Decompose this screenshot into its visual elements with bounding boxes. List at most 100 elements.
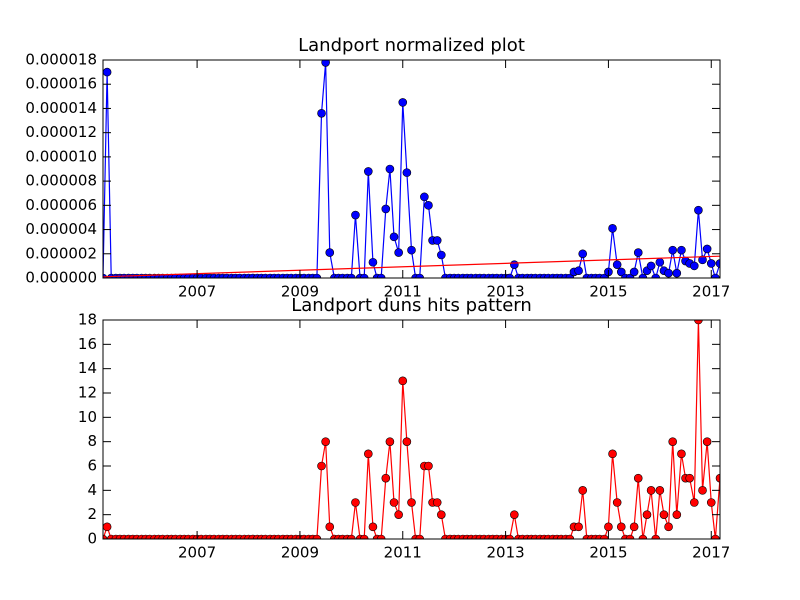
data-point	[402, 168, 412, 177]
data-point	[625, 534, 635, 539]
x-tick-label: 2011	[384, 544, 422, 562]
data-point	[381, 204, 391, 214]
data-point	[706, 498, 716, 507]
data-point	[668, 437, 677, 446]
data-point	[574, 522, 583, 532]
data-point	[394, 510, 403, 519]
data-point	[633, 248, 643, 257]
y-tick-label: 10	[78, 408, 97, 426]
data-point	[432, 498, 442, 507]
y-tick-label: 0.000008	[25, 172, 97, 190]
x-tick-label: 2009	[281, 283, 319, 301]
data-point	[381, 473, 391, 483]
data-point	[715, 259, 720, 268]
data-point	[672, 510, 682, 519]
data-point	[510, 260, 519, 269]
data-point	[702, 244, 712, 254]
x-tick-label: 2009	[281, 544, 319, 562]
data-point	[347, 273, 356, 278]
data-point	[616, 267, 626, 277]
data-point	[368, 257, 378, 267]
y-tick-label: 2	[87, 505, 97, 523]
data-point	[600, 534, 609, 539]
data-point	[317, 108, 326, 118]
data-point	[389, 232, 399, 242]
data-point	[702, 437, 712, 446]
chart-title: Landport duns hits pattern	[291, 295, 532, 316]
data-point	[608, 449, 617, 459]
data-point	[565, 534, 575, 539]
data-point	[646, 261, 656, 271]
data-point	[694, 205, 703, 215]
x-tick-label: 2013	[486, 283, 524, 301]
y-tick-label: 0.000004	[25, 220, 97, 238]
data-point	[578, 249, 588, 259]
data-point	[694, 320, 703, 325]
data-point	[629, 267, 639, 277]
data-point	[402, 437, 412, 446]
data-point	[103, 534, 108, 539]
data-point	[659, 510, 669, 519]
data-point	[364, 449, 373, 459]
chart-title: Landport normalized plot	[298, 35, 525, 56]
x-tick-label: 2007	[178, 544, 216, 562]
data-point	[672, 268, 682, 278]
data-point	[711, 273, 720, 278]
axes-frame	[102, 59, 721, 279]
x-tick-label: 2015	[589, 544, 627, 562]
y-tick-label: 18	[78, 311, 97, 329]
data-point	[368, 522, 378, 532]
data-point	[689, 498, 699, 507]
data-point	[677, 449, 686, 459]
y-tick-label: 0.000018	[25, 51, 97, 69]
data-point	[398, 376, 408, 386]
y-tick-label: 0	[87, 530, 97, 548]
data-point	[364, 167, 373, 176]
data-point	[424, 201, 433, 210]
data-point	[359, 273, 369, 278]
data-point	[359, 534, 369, 539]
data-point	[655, 257, 665, 267]
data-point	[664, 522, 673, 532]
data-point	[578, 486, 588, 495]
x-tick-label: 2015	[589, 283, 627, 301]
data-point	[385, 437, 395, 446]
data-point	[655, 486, 665, 495]
x-tick-label: 2017	[692, 283, 730, 301]
data-point	[510, 510, 519, 519]
data-point	[317, 461, 326, 471]
data-point	[706, 259, 716, 268]
data-point	[638, 273, 648, 278]
data-point	[347, 534, 356, 539]
data-point	[351, 210, 360, 220]
data-point	[664, 268, 673, 278]
data-point	[715, 473, 720, 483]
data-point	[642, 510, 652, 519]
y-tick-label: 0.000000	[25, 269, 97, 287]
data-point	[325, 522, 335, 532]
data-point	[638, 534, 648, 539]
data-point	[321, 60, 330, 67]
series-line	[103, 255, 720, 278]
data-point	[407, 498, 416, 507]
data-point	[432, 236, 442, 245]
data-point	[420, 192, 429, 202]
data-point	[677, 245, 686, 255]
y-tick-label: 0.000012	[25, 123, 97, 141]
y-tick-label: 8	[87, 432, 97, 450]
data-point	[415, 534, 425, 539]
data-point	[376, 534, 386, 539]
data-point	[629, 522, 639, 532]
data-point	[407, 245, 416, 255]
data-point	[437, 250, 446, 260]
data-point	[505, 273, 515, 278]
data-point	[698, 486, 707, 495]
data-point	[389, 498, 399, 507]
data-point	[325, 248, 335, 257]
axes-frame	[102, 319, 721, 540]
data-point	[351, 498, 360, 507]
data-point	[612, 498, 622, 507]
data-point	[103, 67, 112, 77]
